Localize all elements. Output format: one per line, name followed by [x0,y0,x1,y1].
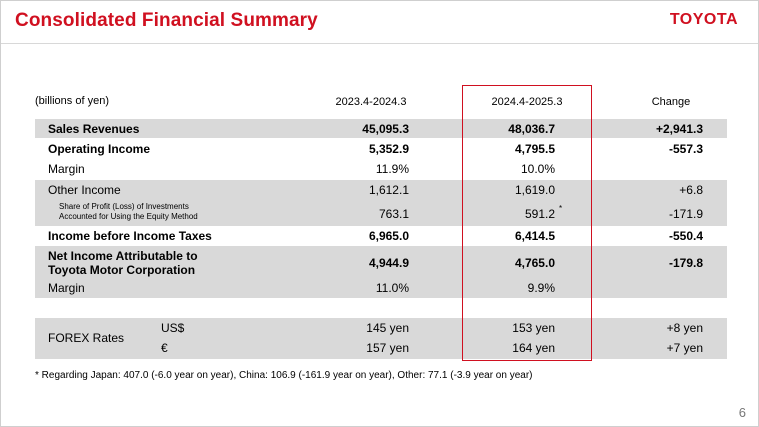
net-margin-fy2025: 9.9% [527,281,555,295]
value-fy2024: 1,612.1 [368,183,409,197]
value-fy2025: 1,619.0 [514,183,555,197]
share-value-change: -171.9 [668,207,703,221]
value-fy2024: 4,944.9 [368,256,409,270]
row-label: Income before Income Taxes [48,229,212,243]
column-header-fy2025: 2024.4-2025.3 [491,96,563,108]
usd-change: +8 yen [666,321,703,335]
value-fy2025: 6,414.5 [514,229,555,243]
row-label: Operating Income [48,142,151,156]
value-fy2024: 11.9% [375,162,409,176]
table-group-forex: FOREX Rates US$ 145 yen 153 yen +8 yen €… [35,318,727,359]
net-margin-fy2024: 11.0% [375,281,409,295]
value-fy2025: 4,765.0 [514,256,555,270]
share-value-fy2025: 591.2 [524,207,555,221]
value-fy2024: 45,095.3 [362,122,409,136]
footnote-marker: * [559,204,563,213]
net-label-line2: Toyota Motor Corporation [48,263,196,277]
row-label: Sales Revenues [48,122,140,136]
forex-label: FOREX Rates [48,331,125,345]
share-label-line2: Accounted for Using the Equity Method [59,212,198,221]
value-fy2024: 6,965.0 [368,229,409,243]
table-row-sales-revenues: Sales Revenues 45,095.3 48,036.7 +2,941.… [35,119,727,138]
row-label: Other Income [48,183,121,197]
eur-fy2025: 164 yen [512,341,555,355]
table-row-operating-margin: Margin 11.9% 10.0% [35,159,727,178]
value-fy2025: 10.0% [520,162,555,176]
value-fy2025: 48,036.7 [508,122,555,136]
column-header-change: Change [651,96,691,108]
unit-label: (billions of yen) [35,95,109,107]
table-group-other-income: Other Income 1,612.1 1,619.0 +6.8 Share … [35,180,727,226]
value-change: -557.3 [668,142,703,156]
value-change: +6.8 [679,183,703,197]
value-fy2024: 5,352.9 [368,142,409,156]
eur-change: +7 yen [666,341,703,355]
value-change: -550.4 [668,229,703,243]
value-change: +2,941.3 [655,122,703,136]
table-row-income-before-taxes: Income before Income Taxes 6,965.0 6,414… [35,226,727,246]
value-change: -179.8 [668,256,703,270]
net-label-line1: Net Income Attributable to [48,249,198,263]
row-label: Margin [48,162,85,176]
page-title: Consolidated Financial Summary [15,10,318,31]
table-group-net-income: Net Income Attributable to Toyota Motor … [35,246,727,298]
eur-fy2024: 157 yen [366,341,409,355]
toyota-logo: TOYOTA [669,11,738,28]
current-year-highlight-box [462,85,592,361]
share-value-fy2024: 763.1 [378,207,409,221]
currency-usd: US$ [161,321,185,335]
column-header-fy2024: 2023.4-2024.3 [335,96,407,108]
currency-eur: € [161,341,168,355]
page-number: 6 [738,405,746,420]
title-divider [1,43,758,44]
table-row-operating-income: Operating Income 5,352.9 4,795.5 -557.3 [35,139,727,158]
net-margin-label: Margin [48,281,85,295]
value-fy2025: 4,795.5 [514,142,555,156]
usd-fy2024: 145 yen [366,321,409,335]
usd-fy2025: 153 yen [512,321,555,335]
share-label-line1: Share of Profit (Loss) of Investments [59,202,189,211]
footnote: * Regarding Japan: 407.0 (-6.0 year on y… [35,370,533,381]
